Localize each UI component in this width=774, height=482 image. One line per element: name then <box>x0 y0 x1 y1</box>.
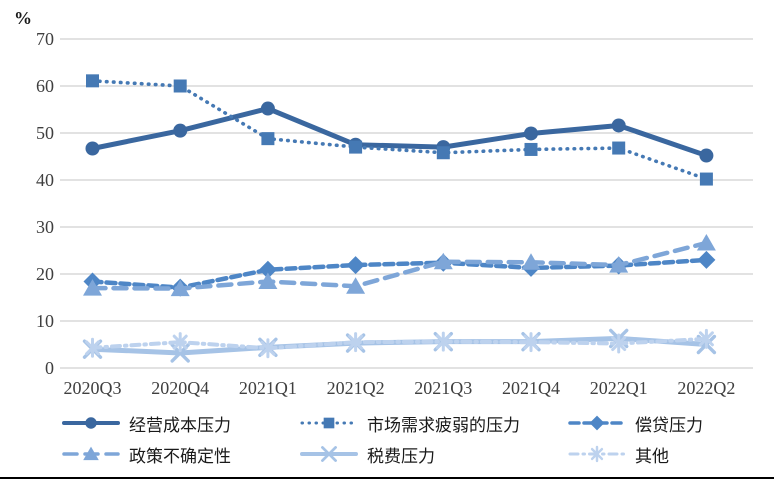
line-chart: 70 60 50 40 30 20 10 0% 2020Q3 2020Q4 2021Q1 2021Q2… <box>14 8 753 398</box>
series-asterisk <box>85 328 714 359</box>
legend-item-4: 政策不确定性 <box>62 444 231 466</box>
gridlines <box>60 38 753 369</box>
x-tick-label: 2022Q1 <box>590 378 648 398</box>
legend-label: 税费压力 <box>367 446 435 466</box>
triangle-legend-marker-icon <box>62 446 120 461</box>
x-tick-label: 2021Q2 <box>327 378 385 398</box>
x-tick-label: 2021Q3 <box>414 378 472 398</box>
y-tick-label: 0 <box>45 358 54 378</box>
series-circle <box>85 101 714 163</box>
series-triangle <box>83 233 716 297</box>
y-tick-label: 20 <box>36 264 54 284</box>
x-legend-marker-icon <box>300 446 358 462</box>
y-tick-label: 70 <box>36 29 54 49</box>
y-tick-label: 40 <box>36 170 54 190</box>
square-legend-marker-icon <box>300 417 358 429</box>
x-tick-label: 2020Q4 <box>151 378 209 398</box>
x-axis-tick-labels: 2020Q3 2020Q4 2021Q1 2021Q2 2021Q3 2021Q4 2022… <box>64 378 736 398</box>
y-tick-label: 30 <box>36 217 54 237</box>
series-square <box>86 74 713 186</box>
legend-item-5: 税费压力 <box>300 444 435 466</box>
y-tick-label: 10 <box>36 311 54 331</box>
x-tick-label: 2020Q3 <box>64 378 122 398</box>
legend-item-2: 市场需求疲弱的压力 <box>300 413 520 435</box>
legend-label: 经营成本压力 <box>129 415 231 435</box>
x-tick-label: 2021Q4 <box>502 378 560 398</box>
circle-legend-marker-icon <box>62 417 120 429</box>
y-axis-tick-labels: 70 60 50 40 30 20 10 0 <box>36 29 54 378</box>
y-tick-label: 50 <box>36 123 54 143</box>
x-tick-label: 2022Q2 <box>677 378 735 398</box>
asterisk-legend-marker-icon <box>568 445 626 463</box>
y-axis-unit-label: % <box>14 8 32 28</box>
legend-item-1: 经营成本压力 <box>62 413 231 435</box>
x-tick-label: 2021Q1 <box>239 378 297 398</box>
legend-label: 其他 <box>635 446 669 466</box>
figure-bottom-border <box>0 477 774 479</box>
diamond-legend-marker-icon <box>568 415 626 431</box>
legend-label: 政策不确定性 <box>129 446 231 466</box>
legend-label: 偿贷压力 <box>635 415 703 435</box>
legend-label: 市场需求疲弱的压力 <box>367 415 520 435</box>
legend-item-3: 偿贷压力 <box>568 413 703 435</box>
legend-item-6: 其他 <box>568 444 669 466</box>
y-tick-label: 60 <box>36 76 54 96</box>
